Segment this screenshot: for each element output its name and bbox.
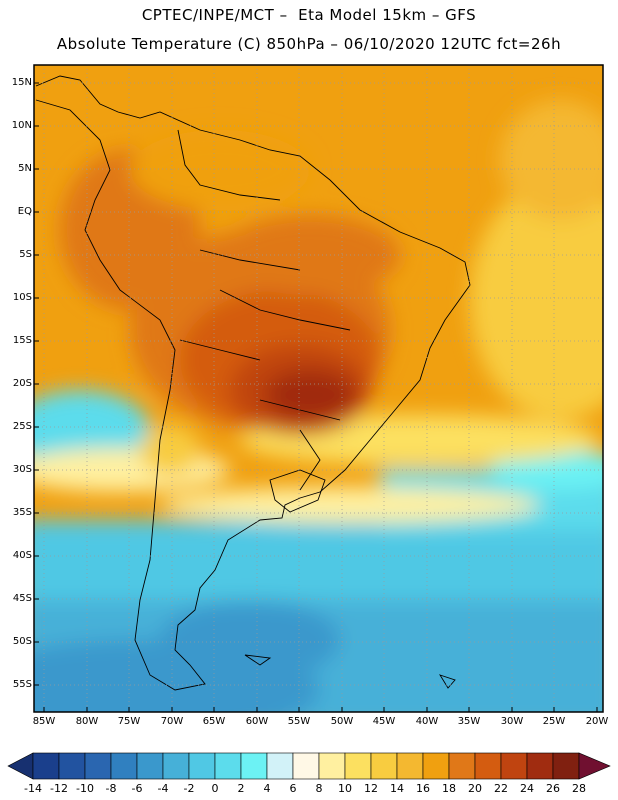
colorbar-label: 0 (211, 782, 219, 795)
colorbar-swatch (214, 752, 242, 780)
map-frame (33, 64, 604, 713)
lon-label: 80W (75, 716, 99, 727)
lat-label: 15N (11, 77, 32, 88)
colorbar-label: -4 (157, 782, 169, 795)
lon-label: 40W (415, 716, 439, 727)
colorbar-swatch (500, 752, 528, 780)
lon-label: 45W (372, 716, 396, 727)
colorbar-label: 8 (315, 782, 323, 795)
map-gridlines (34, 65, 603, 712)
colorbar-swatch (162, 752, 190, 780)
colorbar-swatch (552, 752, 580, 780)
temperature-field (34, 65, 603, 712)
lat-label: 5N (18, 163, 32, 174)
colorbar-swatch (526, 752, 554, 780)
colorbar-label: 14 (390, 782, 404, 795)
colorbar-low-arrow (7, 752, 34, 780)
lon-label: 70W (160, 716, 184, 727)
colorbar-label: 26 (546, 782, 560, 795)
colorbar-label: 16 (416, 782, 430, 795)
colorbar-swatch (136, 752, 164, 780)
map-title: CPTEC/INPE/MCT – Eta Model 15km – GFS (141, 6, 477, 24)
colorbar-label: 2 (237, 782, 245, 795)
map-subtitle: Absolute Temperature (C) 850hPa – 06/10/… (56, 35, 562, 53)
colorbar-swatch (292, 752, 320, 780)
colorbar-swatch (58, 752, 86, 780)
colorbar-label: -6 (131, 782, 143, 795)
colorbar-swatch (110, 752, 138, 780)
lat-label: 40S (12, 550, 32, 561)
colorbar-label: -14 (24, 782, 42, 795)
colorbar-label: 4 (263, 782, 271, 795)
lon-label: 20W (585, 716, 609, 727)
colorbar-label: -12 (50, 782, 68, 795)
colorbar-swatch (422, 752, 450, 780)
lat-label: 10S (12, 292, 32, 303)
lon-label: 50W (330, 716, 354, 727)
colorbar-swatch (240, 752, 268, 780)
colorbar (7, 752, 611, 780)
colorbar-high-arrow (578, 752, 611, 780)
lon-label: 35W (457, 716, 481, 727)
colorbar-swatch (318, 752, 346, 780)
lon-label: 25W (542, 716, 566, 727)
lon-label: 30W (500, 716, 524, 727)
lon-label: 75W (117, 716, 141, 727)
colorbar-swatch (474, 752, 502, 780)
colorbar-label: -10 (76, 782, 94, 795)
colorbar-swatch (344, 752, 372, 780)
colorbar-label: 12 (364, 782, 378, 795)
lat-label: EQ (17, 206, 32, 217)
colorbar-label: 6 (289, 782, 297, 795)
lat-label: 25S (12, 421, 32, 432)
lon-label: 60W (245, 716, 269, 727)
lat-label: 35S (12, 507, 32, 518)
colorbar-swatch (188, 752, 216, 780)
lat-label: 10N (11, 120, 32, 131)
colorbar-swatch (266, 752, 294, 780)
colorbar-swatch (448, 752, 476, 780)
colorbar-label: -2 (183, 782, 195, 795)
colorbar-label: 28 (572, 782, 586, 795)
colorbar-swatch (370, 752, 398, 780)
colorbar-swatch (84, 752, 112, 780)
lat-label: 30S (12, 464, 32, 475)
lat-label: 20S (12, 378, 32, 389)
colorbar-swatch (32, 752, 60, 780)
lat-label: 55S (12, 679, 32, 690)
lon-label: 85W (32, 716, 56, 727)
lat-label: 5S (19, 249, 32, 260)
colorbar-label: 10 (338, 782, 352, 795)
colorbar-label: 24 (520, 782, 534, 795)
colorbar-label: 20 (468, 782, 482, 795)
colorbar-swatch (396, 752, 424, 780)
colorbar-label: 22 (494, 782, 508, 795)
lat-label: 15S (12, 335, 32, 346)
lon-label: 65W (202, 716, 226, 727)
coastline (35, 75, 471, 691)
colorbar-label: 18 (442, 782, 456, 795)
lon-label: 55W (287, 716, 311, 727)
lat-label: 50S (12, 636, 32, 647)
axis-ticks (34, 82, 598, 712)
lat-label: 45S (12, 593, 32, 604)
colorbar-label: -8 (105, 782, 117, 795)
